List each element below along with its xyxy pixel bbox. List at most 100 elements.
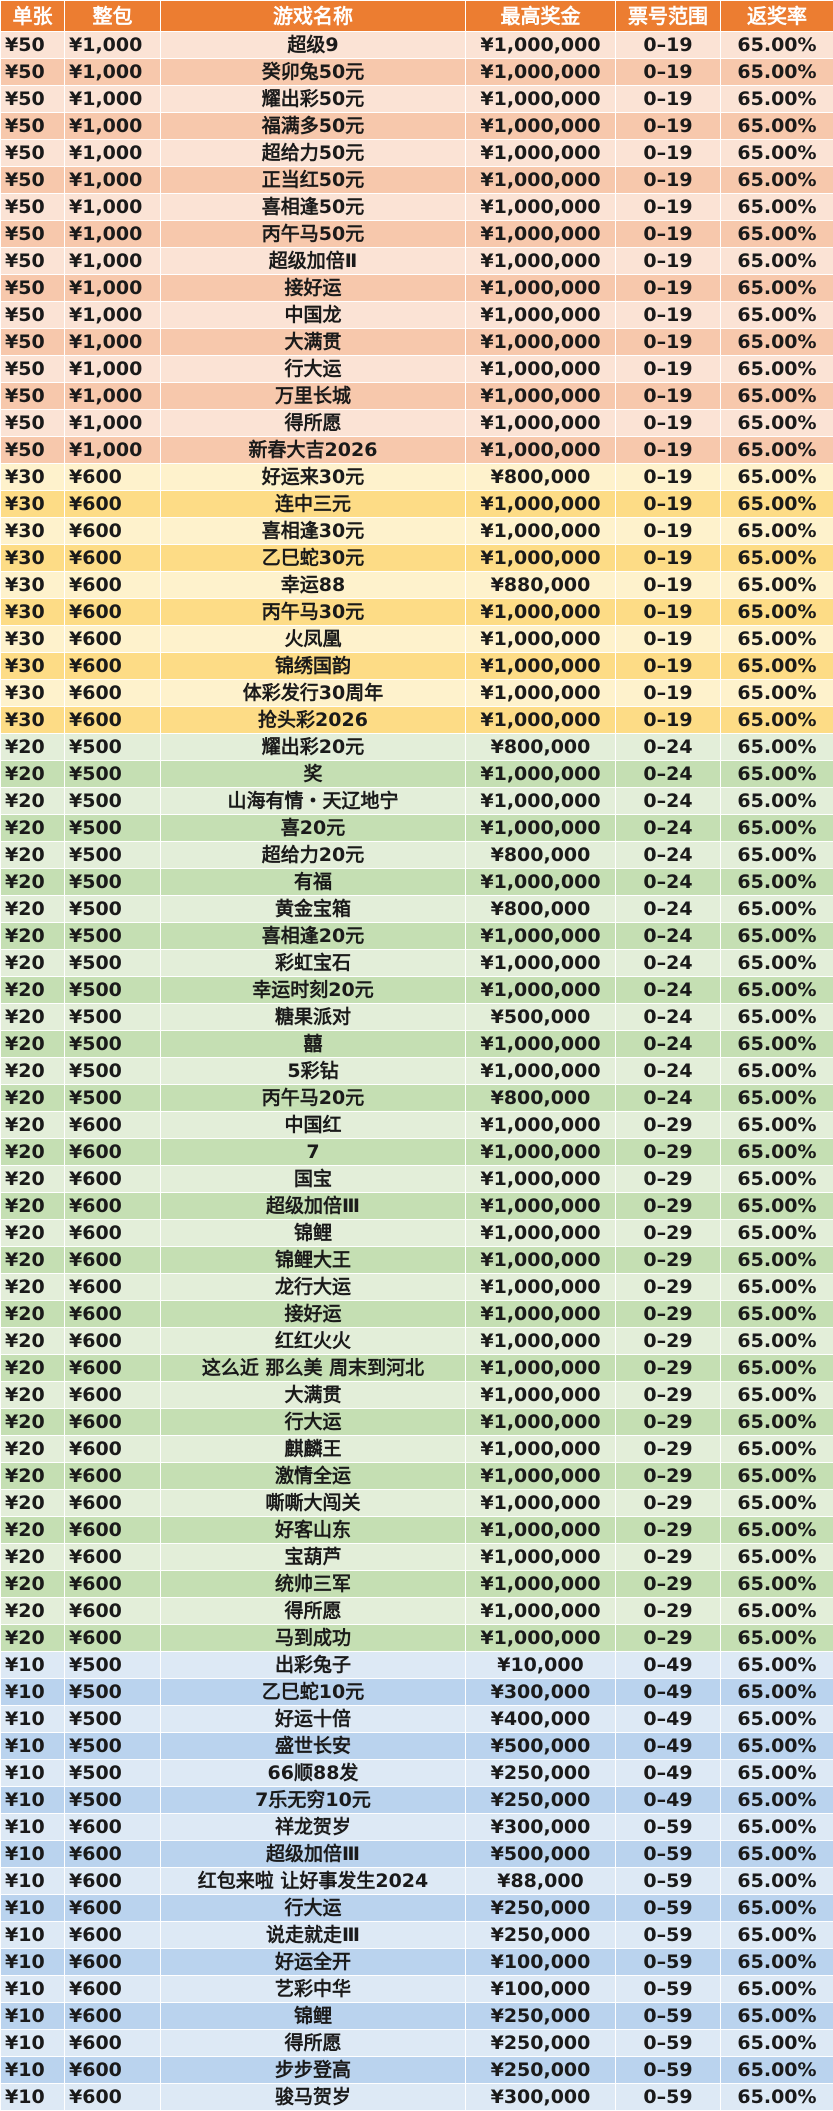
cell-pack: ¥500 — [65, 1706, 161, 1733]
cell-price: ¥10 — [1, 1733, 65, 1760]
cell-game-name: 7乐无穷10元 — [161, 1787, 466, 1814]
cell-ticket-range: 0–29 — [616, 1247, 721, 1274]
cell-ticket-range: 0–19 — [616, 140, 721, 167]
cell-pack: ¥1,000 — [65, 194, 161, 221]
cell-price: ¥10 — [1, 1841, 65, 1868]
cell-game-name: 7 — [161, 1139, 466, 1166]
cell-pack: ¥600 — [65, 1895, 161, 1922]
cell-price: ¥50 — [1, 275, 65, 302]
cell-ticket-range: 0–19 — [616, 518, 721, 545]
cell-game-name: 喜相逢30元 — [161, 518, 466, 545]
cell-top-prize: ¥1,000,000 — [466, 1247, 616, 1274]
cell-payout-rate: 65.00% — [721, 842, 833, 869]
cell-price: ¥20 — [1, 1625, 65, 1652]
header-price: 单张 — [1, 1, 65, 32]
cell-price: ¥50 — [1, 383, 65, 410]
cell-top-prize: ¥1,000,000 — [466, 275, 616, 302]
cell-top-prize: ¥1,000,000 — [466, 1490, 616, 1517]
cell-pack: ¥1,000 — [65, 221, 161, 248]
cell-game-name: 锦鲤大王 — [161, 1247, 466, 1274]
cell-price: ¥30 — [1, 599, 65, 626]
cell-ticket-range: 0–19 — [616, 59, 721, 86]
cell-game-name: 大满贯 — [161, 329, 466, 356]
cell-payout-rate: 65.00% — [721, 1625, 833, 1652]
cell-price: ¥50 — [1, 302, 65, 329]
cell-game-name: 得所愿 — [161, 1598, 466, 1625]
cell-game-name: 红红火火 — [161, 1328, 466, 1355]
cell-top-prize: ¥1,000,000 — [466, 923, 616, 950]
cell-ticket-range: 0–24 — [616, 950, 721, 977]
cell-pack: ¥1,000 — [65, 59, 161, 86]
cell-game-name: 糖果派对 — [161, 1004, 466, 1031]
cell-top-prize: ¥1,000,000 — [466, 1571, 616, 1598]
cell-price: ¥20 — [1, 1517, 65, 1544]
cell-price: ¥20 — [1, 1490, 65, 1517]
cell-ticket-range: 0–19 — [616, 302, 721, 329]
cell-ticket-range: 0–19 — [616, 626, 721, 653]
cell-pack: ¥600 — [65, 1247, 161, 1274]
cell-pack: ¥600 — [65, 1463, 161, 1490]
cell-game-name: 万里长城 — [161, 383, 466, 410]
cell-pack: ¥1,000 — [65, 383, 161, 410]
cell-top-prize: ¥1,000,000 — [466, 1436, 616, 1463]
cell-ticket-range: 0–19 — [616, 167, 721, 194]
cell-pack: ¥500 — [65, 896, 161, 923]
cell-top-prize: ¥250,000 — [466, 2003, 616, 2030]
cell-ticket-range: 0–24 — [616, 1004, 721, 1031]
cell-ticket-range: 0–24 — [616, 923, 721, 950]
cell-pack: ¥600 — [65, 1409, 161, 1436]
cell-top-prize: ¥100,000 — [466, 1976, 616, 2003]
cell-pack: ¥500 — [65, 842, 161, 869]
cell-payout-rate: 65.00% — [721, 1895, 833, 1922]
cell-top-prize: ¥1,000,000 — [466, 1382, 616, 1409]
cell-top-prize: ¥500,000 — [466, 1733, 616, 1760]
cell-price: ¥20 — [1, 977, 65, 1004]
cell-price: ¥30 — [1, 707, 65, 734]
cell-payout-rate: 65.00% — [721, 410, 833, 437]
cell-ticket-range: 0–19 — [616, 275, 721, 302]
cell-payout-rate: 65.00% — [721, 1463, 833, 1490]
cell-ticket-range: 0–24 — [616, 1085, 721, 1112]
cell-game-name: 5彩钻 — [161, 1058, 466, 1085]
cell-payout-rate: 65.00% — [721, 248, 833, 275]
cell-top-prize: ¥300,000 — [466, 2084, 616, 2111]
cell-pack: ¥600 — [65, 572, 161, 599]
cell-top-prize: ¥1,000,000 — [466, 815, 616, 842]
cell-top-prize: ¥1,000,000 — [466, 1625, 616, 1652]
cell-game-name: 福满多50元 — [161, 113, 466, 140]
cell-game-name: 这么近 那么美 周末到河北 — [161, 1355, 466, 1382]
cell-payout-rate: 65.00% — [721, 1598, 833, 1625]
cell-ticket-range: 0–24 — [616, 842, 721, 869]
cell-top-prize: ¥1,000,000 — [466, 86, 616, 113]
cell-pack: ¥600 — [65, 1301, 161, 1328]
cell-top-prize: ¥1,000,000 — [466, 1328, 616, 1355]
cell-top-prize: ¥250,000 — [466, 2057, 616, 2084]
cell-price: ¥50 — [1, 86, 65, 113]
cell-pack: ¥600 — [65, 1382, 161, 1409]
cell-price: ¥20 — [1, 1274, 65, 1301]
cell-game-name: 奖 — [161, 761, 466, 788]
cell-ticket-range: 0–24 — [616, 896, 721, 923]
cell-pack: ¥600 — [65, 1949, 161, 1976]
cell-top-prize: ¥1,000,000 — [466, 599, 616, 626]
cell-pack: ¥600 — [65, 1814, 161, 1841]
cell-game-name: 喜20元 — [161, 815, 466, 842]
cell-game-name: 好运全开 — [161, 1949, 466, 1976]
cell-price: ¥20 — [1, 1166, 65, 1193]
cell-pack: ¥500 — [65, 923, 161, 950]
cell-payout-rate: 65.00% — [721, 1220, 833, 1247]
cell-top-prize: ¥880,000 — [466, 572, 616, 599]
cell-price: ¥50 — [1, 140, 65, 167]
cell-ticket-range: 0–19 — [616, 410, 721, 437]
